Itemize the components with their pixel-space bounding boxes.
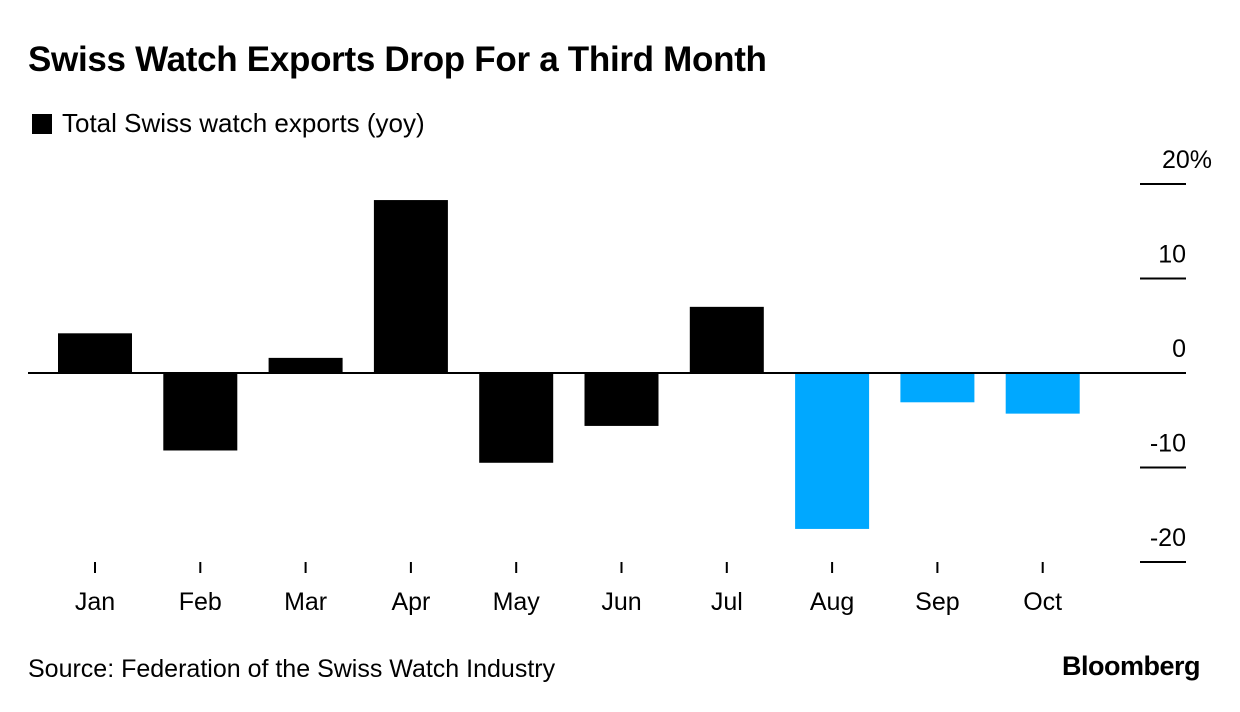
- bar-jun: [584, 373, 659, 426]
- x-tick-label: Jul: [711, 588, 743, 616]
- bar-apr: [373, 200, 448, 373]
- bar-sep: [900, 373, 975, 403]
- legend-swatch: [32, 113, 52, 134]
- bar-jan: [58, 333, 132, 373]
- bar-jul: [689, 306, 764, 373]
- legend-label: Total Swiss watch exports (yoy): [62, 108, 425, 138]
- x-tick-label: Sep: [915, 588, 959, 616]
- bloomberg-logo: Bloomberg: [1061, 651, 1201, 681]
- x-axis: Jan Feb Mar Apr May Jun Jul Aug Sep Oct: [75, 562, 1062, 616]
- x-tick-label: Jun: [601, 588, 641, 616]
- bar-feb: [163, 373, 238, 451]
- source-note: Source: Federation of the Swiss Watch In…: [28, 655, 556, 683]
- x-tick-label: Oct: [1023, 588, 1062, 616]
- y-axis: 20% 10 0 -10 -20: [1140, 146, 1212, 563]
- y-tick-label: 20%: [1162, 146, 1212, 174]
- x-tick-label: Apr: [391, 588, 430, 616]
- bar-mar: [268, 357, 343, 373]
- bar-may: [479, 373, 554, 463]
- x-tick-label: Mar: [284, 588, 327, 616]
- legend: Total Swiss watch exports (yoy): [32, 108, 425, 139]
- y-tick-label: -10: [1150, 430, 1186, 458]
- x-tick-label: Aug: [810, 588, 854, 616]
- bar-aug: [795, 373, 870, 529]
- y-tick-label: 10: [1158, 241, 1186, 269]
- chart-title: Swiss Watch Exports Drop For a Third Mon…: [28, 40, 767, 79]
- y-tick-label: -20: [1150, 524, 1186, 552]
- bar-oct: [1005, 373, 1080, 414]
- x-tick-label: May: [493, 588, 541, 616]
- x-tick-label: Jan: [75, 588, 115, 616]
- bars-group: [58, 200, 1080, 529]
- x-tick-label: Feb: [179, 588, 222, 616]
- y-tick-label: 0: [1172, 335, 1186, 363]
